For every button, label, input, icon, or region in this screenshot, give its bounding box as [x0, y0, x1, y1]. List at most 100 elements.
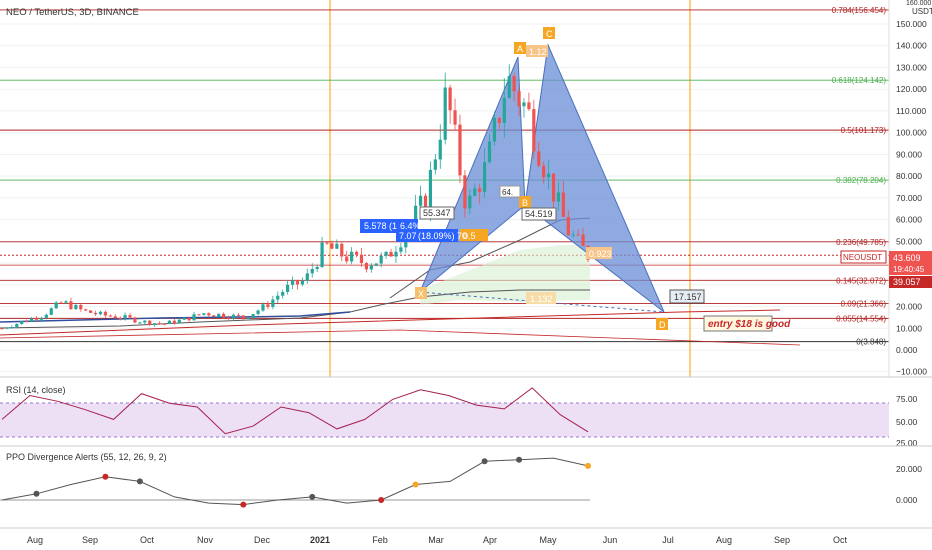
price-tick: 50.000 — [896, 236, 922, 246]
time-label: Sep — [774, 535, 790, 545]
candle-body — [177, 319, 181, 324]
candle-body — [10, 326, 14, 328]
candle-body — [256, 310, 260, 315]
price-tick: 0.000 — [896, 345, 918, 355]
candle-body — [482, 162, 487, 192]
candle-body — [547, 173, 551, 178]
point-x-box — [415, 287, 427, 299]
price-tick: 20.000 — [896, 302, 922, 312]
ppo-title: PPO Divergence Alerts (55, 12, 26, 9, 2) — [6, 452, 167, 462]
candle-body — [414, 205, 418, 224]
time-label: Apr — [483, 535, 497, 545]
price-tick: 140.000 — [896, 41, 927, 51]
time-label: Aug — [716, 535, 732, 545]
box-b-small — [460, 229, 488, 241]
ppo-line — [1, 457, 589, 506]
candle-body — [281, 291, 285, 296]
ppo-marker — [102, 473, 109, 480]
candle-body — [522, 102, 526, 107]
candle-body — [473, 188, 477, 196]
candle-body — [231, 314, 236, 319]
candle-body — [226, 317, 231, 319]
candle-body — [551, 173, 556, 202]
trend-red-1 — [0, 309, 781, 336]
candle-body — [497, 117, 501, 123]
candle-body — [359, 254, 364, 264]
tag-b-level — [521, 207, 557, 221]
time-label: Aug — [27, 535, 43, 545]
ppo-tick-20: 20.000 — [896, 464, 922, 474]
candle-body — [202, 313, 206, 315]
price-axis-currency: USDT — [912, 7, 932, 16]
candle-body — [64, 301, 68, 303]
candle-body — [428, 169, 433, 211]
candle-body — [98, 311, 103, 315]
candle-body — [133, 317, 137, 323]
price-tick: 60.000 — [896, 215, 922, 225]
candle-body — [325, 242, 329, 244]
candle-body — [330, 243, 334, 249]
trend-red-2 — [0, 329, 801, 346]
candle-body — [172, 320, 176, 324]
point-d: D — [659, 320, 666, 330]
candle-body — [148, 320, 152, 325]
rsi-title: RSI (14, close) — [6, 385, 66, 395]
candle-body — [261, 304, 265, 311]
candle-body — [384, 251, 388, 256]
ppo-marker — [378, 497, 385, 503]
candle-body — [84, 309, 88, 311]
fib-labels: 0.784(156.454) 0.618(124.142) 0.5(101.173)… — [832, 6, 887, 347]
candle-body — [379, 255, 383, 264]
candle-body — [438, 139, 442, 160]
ppo-tick-0: 0.000 — [896, 495, 918, 505]
time-label: Dec — [254, 535, 271, 545]
note-text: entry $18 is good — [708, 319, 791, 330]
price-badges: NEOUSDT 43.609 19:40:45 39.057 — [840, 250, 932, 288]
time-label: Oct — [833, 535, 848, 545]
tag-d-target — [669, 289, 705, 304]
ppo-marker — [481, 458, 488, 465]
time-labels: Aug Sep Oct Nov Dec 2021 Feb Mar Apr May Jun Jul Aug… — [27, 535, 848, 545]
candle-body — [542, 165, 546, 178]
price-tick: −10.000 — [896, 367, 927, 377]
candle-body — [315, 266, 319, 270]
candle-body — [108, 315, 112, 317]
candle-body — [207, 313, 211, 316]
candle-body — [418, 195, 423, 206]
candle-body — [345, 256, 349, 262]
candle-body — [153, 323, 157, 325]
candle-body — [581, 234, 585, 246]
candlesticks — [0, 64, 590, 330]
candle-body — [295, 280, 300, 285]
ppo-marker — [412, 481, 419, 488]
candle-body — [448, 87, 452, 111]
candle-body — [566, 216, 570, 236]
candle-body — [143, 320, 147, 323]
point-b: B — [522, 198, 528, 208]
candle-body — [468, 195, 472, 209]
time-label: Mar — [428, 535, 444, 545]
candle-body — [79, 304, 83, 310]
ratio-bcd-box — [586, 247, 612, 259]
tag-b-upper-label: 55.347 — [423, 208, 451, 218]
ppo-marker — [585, 462, 591, 469]
candle-body — [138, 322, 142, 324]
fib-label: 0.618(124.142) — [832, 76, 887, 85]
candle-body — [246, 317, 250, 319]
candle-body — [276, 295, 280, 300]
candle-body — [157, 323, 162, 325]
candle-body — [423, 195, 428, 211]
tag-d-target-label: 17.157 — [674, 292, 702, 302]
candle-body — [49, 308, 53, 315]
badge-symbol — [840, 250, 887, 264]
rsi-panel: RSI (14, close) 75.00 50.00 25.00 — [0, 376, 932, 448]
time-label: Nov — [197, 535, 214, 545]
price-axis-top-clip: 160.000 — [906, 0, 931, 7]
candle-body — [527, 102, 531, 110]
candle-body — [512, 76, 516, 92]
candle-body — [492, 117, 497, 142]
point-x: X — [418, 289, 424, 299]
candle-body — [182, 317, 186, 320]
point-c-box — [543, 27, 555, 39]
